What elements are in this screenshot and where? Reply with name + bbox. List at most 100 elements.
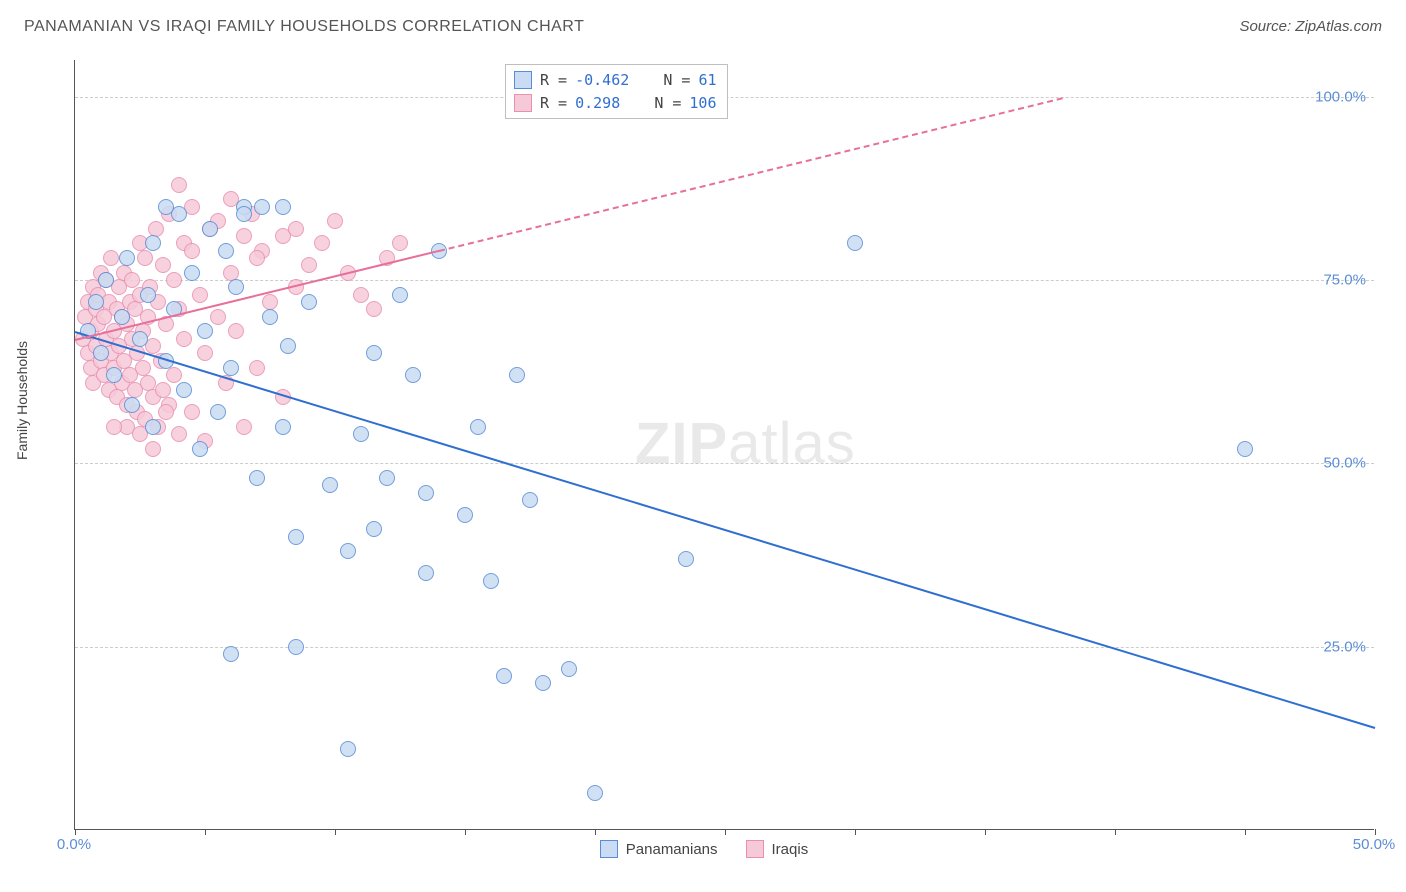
data-point xyxy=(106,367,122,383)
data-point xyxy=(145,235,161,251)
x-tick xyxy=(75,829,76,835)
data-point xyxy=(145,441,161,457)
data-point xyxy=(88,294,104,310)
plot-area: ZIPatlas R =-0.462 N = 61R = 0.298 N = 1… xyxy=(74,60,1374,830)
x-tick xyxy=(855,829,856,835)
data-point xyxy=(254,199,270,215)
data-point xyxy=(353,287,369,303)
data-point xyxy=(280,338,296,354)
data-point xyxy=(184,404,200,420)
stats-legend-row: R = 0.298 N = 106 xyxy=(514,92,717,115)
data-point xyxy=(140,287,156,303)
x-tick xyxy=(1245,829,1246,835)
data-point xyxy=(124,272,140,288)
data-point xyxy=(202,221,218,237)
data-point xyxy=(145,419,161,435)
y-tick-label: 50.0% xyxy=(1323,455,1366,472)
data-point xyxy=(522,492,538,508)
data-point xyxy=(184,243,200,259)
data-point xyxy=(140,375,156,391)
trendline xyxy=(75,331,1376,729)
data-point xyxy=(223,646,239,662)
data-point xyxy=(223,360,239,376)
legend-item: Iraqis xyxy=(746,840,809,858)
source-label: Source: ZipAtlas.com xyxy=(1239,18,1382,35)
data-point xyxy=(366,345,382,361)
data-point xyxy=(327,213,343,229)
legend-swatch xyxy=(746,840,764,858)
data-point xyxy=(275,199,291,215)
data-point xyxy=(379,470,395,486)
data-point xyxy=(210,309,226,325)
gridline xyxy=(75,647,1374,648)
data-point xyxy=(262,294,278,310)
data-point xyxy=(124,397,140,413)
y-tick-label: 25.0% xyxy=(1323,638,1366,655)
data-point xyxy=(340,741,356,757)
stats-legend-row: R =-0.462 N = 61 xyxy=(514,69,717,92)
data-point xyxy=(847,235,863,251)
data-point xyxy=(171,177,187,193)
data-point xyxy=(249,470,265,486)
data-point xyxy=(366,301,382,317)
data-point xyxy=(155,382,171,398)
data-point xyxy=(366,521,382,537)
chart-title: PANAMANIAN VS IRAQI FAMILY HOUSEHOLDS CO… xyxy=(24,18,584,35)
data-point xyxy=(275,419,291,435)
data-point xyxy=(137,250,153,266)
data-point xyxy=(301,294,317,310)
data-point xyxy=(340,543,356,559)
data-point xyxy=(166,272,182,288)
data-point xyxy=(1237,441,1253,457)
data-point xyxy=(314,235,330,251)
data-point xyxy=(405,367,421,383)
data-point xyxy=(93,345,109,361)
x-tick xyxy=(985,829,986,835)
data-point xyxy=(483,573,499,589)
data-point xyxy=(148,221,164,237)
gridline xyxy=(75,463,1374,464)
trendline xyxy=(439,97,1063,252)
data-point xyxy=(218,243,234,259)
data-point xyxy=(301,257,317,273)
data-point xyxy=(418,565,434,581)
data-point xyxy=(192,441,208,457)
data-point xyxy=(678,551,694,567)
y-tick-label: 75.0% xyxy=(1323,272,1366,289)
data-point xyxy=(176,331,192,347)
data-point xyxy=(509,367,525,383)
data-point xyxy=(158,404,174,420)
data-point xyxy=(223,265,239,281)
data-point xyxy=(192,287,208,303)
data-point xyxy=(114,309,130,325)
x-tick xyxy=(1115,829,1116,835)
legend-swatch xyxy=(514,94,532,112)
data-point xyxy=(236,206,252,222)
data-point xyxy=(184,265,200,281)
data-point xyxy=(353,426,369,442)
legend-label: Panamanians xyxy=(626,841,718,858)
watermark: ZIPatlas xyxy=(635,410,856,477)
data-point xyxy=(155,257,171,273)
data-point xyxy=(119,250,135,266)
data-point xyxy=(496,668,512,684)
legend-item: Panamanians xyxy=(600,840,718,858)
legend-label: Iraqis xyxy=(772,841,809,858)
gridline xyxy=(75,280,1374,281)
x-tick xyxy=(465,829,466,835)
data-point xyxy=(171,426,187,442)
data-point xyxy=(288,221,304,237)
chart-area: Family Households ZIPatlas R =-0.462 N =… xyxy=(24,50,1384,880)
data-point xyxy=(228,279,244,295)
data-point xyxy=(106,419,122,435)
data-point xyxy=(197,345,213,361)
data-point xyxy=(249,360,265,376)
data-point xyxy=(197,323,213,339)
x-tick xyxy=(1375,829,1376,835)
y-tick-label: 100.0% xyxy=(1315,88,1366,105)
data-point xyxy=(322,477,338,493)
data-point xyxy=(470,419,486,435)
data-point xyxy=(262,309,278,325)
data-point xyxy=(132,331,148,347)
x-tick xyxy=(205,829,206,835)
